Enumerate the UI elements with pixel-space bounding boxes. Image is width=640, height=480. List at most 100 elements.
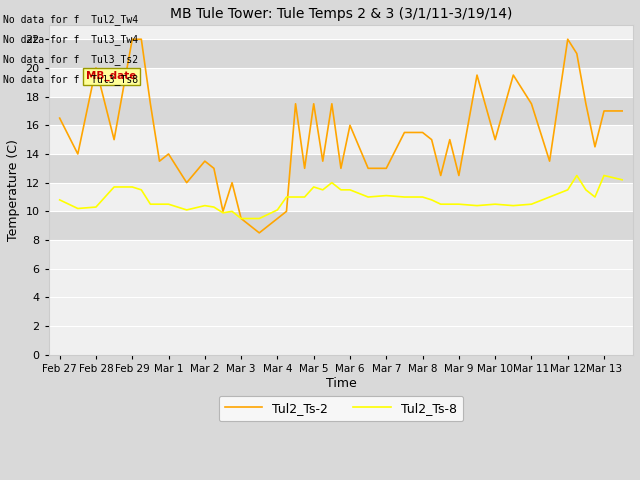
Tul2_Ts-8 [492, 201, 499, 207]
Title: MB Tule Tower: Tule Temps 2 & 3 (3/1/11-3/19/14): MB Tule Tower: Tule Temps 2 & 3 (3/1/11-… [170, 7, 512, 21]
Tul2_Ts-2 [110, 137, 118, 143]
Tul2_Ts-2 [283, 208, 291, 214]
Tul2_Ts-2 [210, 166, 218, 171]
Tul2_Ts-8 [383, 192, 390, 198]
Tul2_Ts-2 [219, 208, 227, 214]
Tul2_Ts-8 [319, 187, 326, 193]
Tul2_Ts-8 [364, 194, 372, 200]
Tul2_Ts-8 [273, 207, 281, 213]
Tul2_Ts-8 [564, 187, 572, 193]
Bar [49, 154, 633, 183]
Tul2_Ts-8 [92, 204, 100, 210]
Text: No data for f  Tul3_Ts2: No data for f Tul3_Ts2 [3, 54, 138, 65]
Tul2_Ts-2 [591, 144, 599, 150]
Tul2_Ts-8 [129, 184, 136, 190]
Tul2_Ts-8 [328, 180, 336, 186]
Tul2_Ts-2 [383, 166, 390, 171]
Tul2_Ts-8 [201, 203, 209, 208]
Legend: Tul2_Ts-2, Tul2_Ts-8: Tul2_Ts-2, Tul2_Ts-8 [219, 396, 463, 421]
Tul2_Ts-2 [573, 51, 580, 57]
Tul2_Ts-2 [428, 137, 435, 143]
Tul2_Ts-2 [546, 158, 554, 164]
Tul2_Ts-2 [164, 151, 172, 157]
Tul2_Ts-2 [138, 36, 145, 42]
Tul2_Ts-2 [292, 101, 300, 107]
Tul2_Ts-2 [201, 158, 209, 164]
Tul2_Ts-8 [56, 197, 63, 203]
Tul2_Ts-2 [455, 173, 463, 179]
Tul2_Ts-8 [183, 207, 191, 213]
Tul2_Ts-8 [228, 208, 236, 214]
Tul2_Ts-8 [546, 194, 554, 200]
Tul2_Ts-2 [600, 108, 608, 114]
Tul2_Ts-2 [156, 158, 163, 164]
Tul2_Ts-8 [591, 194, 599, 200]
Tul2_Ts-2 [328, 101, 336, 107]
Tul2_Ts-2 [364, 166, 372, 171]
Tul2_Ts-8 [110, 184, 118, 190]
Tul2_Ts-8 [164, 201, 172, 207]
Bar [49, 211, 633, 240]
Tul2_Ts-2 [527, 101, 535, 107]
Tul2_Ts-8 [419, 194, 426, 200]
Tul2_Ts-2 [492, 137, 499, 143]
Tul2_Ts-8 [237, 216, 245, 221]
Tul2_Ts-8 [283, 194, 291, 200]
Y-axis label: Temperature (C): Temperature (C) [7, 139, 20, 241]
Tul2_Ts-2 [301, 166, 308, 171]
Tul2_Ts-2 [92, 65, 100, 71]
Text: MB_date: MB_date [86, 71, 137, 82]
Tul2_Ts-8 [219, 210, 227, 216]
Tul2_Ts-2 [346, 122, 354, 128]
Tul2_Ts-8 [138, 187, 145, 193]
Tul2_Ts-2 [437, 173, 445, 179]
Tul2_Ts-2 [255, 230, 263, 236]
Tul2_Ts-2 [473, 72, 481, 78]
Tul2_Ts-2 [401, 130, 408, 135]
Text: No data for f  Tul3_Ts8: No data for f Tul3_Ts8 [3, 74, 138, 85]
Tul2_Ts-8 [210, 204, 218, 210]
Tul2_Ts-8 [446, 201, 454, 207]
Line: Tul2_Ts-8: Tul2_Ts-8 [60, 176, 622, 218]
Tul2_Ts-2 [419, 130, 426, 135]
Line: Tul2_Ts-2: Tul2_Ts-2 [60, 39, 622, 233]
Tul2_Ts-2 [509, 72, 517, 78]
Tul2_Ts-8 [301, 194, 308, 200]
Tul2_Ts-8 [428, 197, 435, 203]
Tul2_Ts-8 [527, 201, 535, 207]
X-axis label: Time: Time [326, 377, 356, 390]
Tul2_Ts-8 [346, 187, 354, 193]
Tul2_Ts-8 [156, 201, 163, 207]
Tul2_Ts-8 [600, 173, 608, 179]
Tul2_Ts-2 [56, 115, 63, 121]
Tul2_Ts-2 [273, 216, 281, 221]
Tul2_Ts-8 [337, 187, 345, 193]
Tul2_Ts-8 [437, 201, 445, 207]
Text: No data for f  Tul2_Tw4: No data for f Tul2_Tw4 [3, 13, 138, 24]
Tul2_Ts-2 [129, 36, 136, 42]
Bar [49, 39, 633, 68]
Tul2_Ts-2 [337, 166, 345, 171]
Tul2_Ts-8 [509, 203, 517, 208]
Tul2_Ts-2 [582, 101, 589, 107]
Tul2_Ts-8 [147, 201, 154, 207]
Bar [49, 96, 633, 125]
Tul2_Ts-2 [618, 108, 626, 114]
Tul2_Ts-2 [228, 180, 236, 186]
Tul2_Ts-2 [237, 216, 245, 221]
Tul2_Ts-8 [255, 216, 263, 221]
Tul2_Ts-8 [74, 205, 82, 211]
Tul2_Ts-2 [74, 151, 82, 157]
Tul2_Ts-8 [582, 187, 589, 193]
Tul2_Ts-2 [147, 101, 154, 107]
Tul2_Ts-2 [310, 101, 317, 107]
Tul2_Ts-2 [319, 158, 326, 164]
Tul2_Ts-8 [310, 184, 317, 190]
Tul2_Ts-2 [446, 137, 454, 143]
Tul2_Ts-8 [401, 194, 408, 200]
Tul2_Ts-8 [292, 194, 300, 200]
Tul2_Ts-8 [473, 203, 481, 208]
Tul2_Ts-8 [455, 201, 463, 207]
Tul2_Ts-8 [573, 173, 580, 179]
Tul2_Ts-2 [564, 36, 572, 42]
